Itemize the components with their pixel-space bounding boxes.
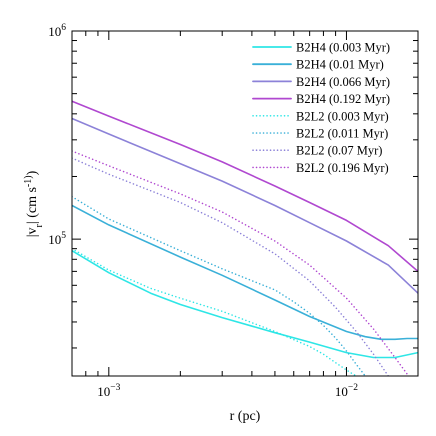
legend-label-7: B2L2 (0.07 Myr) (296, 144, 382, 158)
y-tick-label-2: 106 (48, 23, 66, 39)
ticks-layer: 10−3 10−2 105 106 (48, 23, 418, 399)
series-line-8 (72, 150, 408, 375)
series-line-3 (72, 117, 418, 295)
series-line-1 (72, 249, 418, 359)
x-axis-label: r (pc) (230, 409, 261, 424)
series-line-6 (72, 195, 367, 376)
legend-label-4: B2H4 (0.192 Myr) (296, 92, 390, 106)
legend-label-2: B2H4 (0.01 Myr) (296, 58, 384, 72)
series-layer (72, 100, 418, 376)
legend-label-5: B2L2 (0.003 Myr) (296, 109, 389, 123)
y-tick-label-1: 105 (48, 231, 66, 247)
series-line-5 (72, 247, 358, 376)
legend-label-1: B2H4 (0.003 Myr) (296, 41, 390, 55)
series-line-2 (72, 204, 418, 341)
series-line-7 (72, 157, 390, 376)
y-axis-label: |vr| (cm s-1)) (23, 170, 45, 237)
legend: B2H4 (0.003 Myr) B2H4 (0.01 Myr) B2H4 (0.0… (252, 41, 390, 175)
series-line-4 (72, 100, 418, 273)
x-tick-label-2: 10−2 (335, 383, 358, 399)
legend-label-3: B2H4 (0.066 Myr) (296, 75, 390, 89)
x-tick-label-1: 10−3 (97, 383, 120, 399)
legend-label-8: B2L2 (0.196 Myr) (296, 161, 389, 175)
legend-label-6: B2L2 (0.011 Myr) (296, 127, 388, 141)
plot-frame (71, 30, 419, 377)
